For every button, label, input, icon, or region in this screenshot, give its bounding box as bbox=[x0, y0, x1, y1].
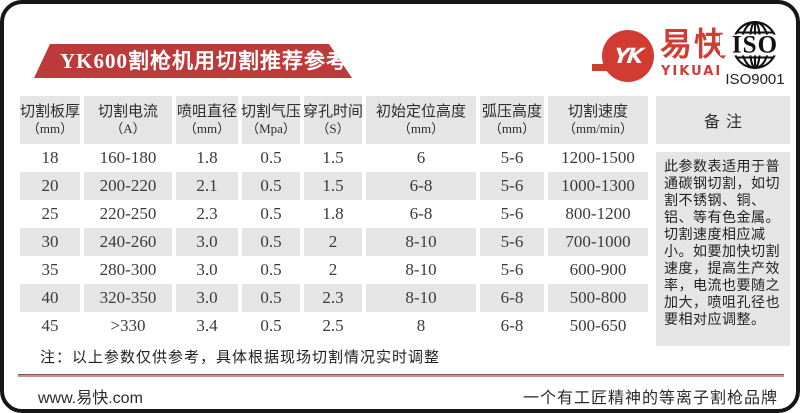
col-header-name: 弧压高度 bbox=[481, 104, 542, 120]
table-cell: 18 bbox=[41, 148, 59, 167]
logo-dash bbox=[592, 64, 608, 71]
table-cell: 25 bbox=[41, 204, 59, 223]
table-cell: 3.0 bbox=[196, 260, 218, 279]
table-cell: 200-220 bbox=[84, 172, 172, 200]
table-cell: 0.5 bbox=[242, 172, 300, 200]
table-cell: 0.5 bbox=[260, 316, 282, 335]
col-header-unit: （mm/min） bbox=[562, 121, 634, 136]
col-header-initial-height: 初始定位高度 （mm） bbox=[366, 96, 476, 144]
table-cell: 6-8 bbox=[409, 204, 433, 223]
col-header-name: 切割气压 bbox=[241, 104, 302, 120]
table-cell: 0.5 bbox=[260, 148, 282, 167]
table-cell: 0.5 bbox=[260, 204, 282, 223]
table-cell: 500-800 bbox=[548, 284, 648, 312]
table-cell: 6-8 bbox=[500, 316, 524, 335]
table-cell: 6 bbox=[416, 148, 426, 167]
col-header-current: 切割电流 （A） bbox=[84, 96, 172, 144]
table-cell: 3.4 bbox=[196, 316, 218, 335]
col-header-remarks: 备注 bbox=[656, 96, 790, 144]
table-cell: 35 bbox=[41, 260, 59, 279]
parameter-table: 切割板厚 （mm） 切割电流 （A） 喷咀直径 （mm） 切割气压 （Mpa） … bbox=[20, 96, 648, 340]
table-cell: 1.5 bbox=[322, 148, 344, 167]
brand-logo: YK 易快 YIKUAI bbox=[592, 26, 792, 90]
table-cell: 3.0 bbox=[176, 228, 238, 256]
table-cell: 700-1000 bbox=[548, 228, 648, 256]
table-cell: 3.0 bbox=[176, 284, 238, 312]
table-cell: 6-8 bbox=[366, 172, 476, 200]
iso-globe-icon: ISO bbox=[719, 21, 791, 69]
table-cell: 5-6 bbox=[500, 148, 524, 167]
brand-name-en: YIKUAI bbox=[661, 64, 723, 79]
col-header-name: 切割速度 bbox=[567, 104, 628, 120]
col-header-unit: （Mpa） bbox=[246, 121, 296, 136]
table-cell: 500-650 bbox=[569, 316, 627, 335]
footer-website: www.易快.com bbox=[38, 390, 143, 407]
col-header-unit: （mm） bbox=[488, 121, 536, 136]
table-cell: 2 bbox=[328, 260, 338, 279]
iso-label: ISO bbox=[732, 31, 778, 58]
brand-logo-monogram: YK bbox=[602, 30, 654, 82]
col-header-unit: （mm） bbox=[397, 121, 445, 136]
footer-divider bbox=[18, 374, 784, 377]
table-cell: 5-6 bbox=[480, 228, 544, 256]
col-header-name: 穿孔时间 bbox=[303, 104, 364, 120]
col-header-cut-speed: 切割速度 （mm/min） bbox=[548, 96, 648, 144]
table-footnote: 注：以上参数仅供参考，具体根据现场切割情况实时调整 bbox=[40, 350, 441, 366]
remarks-text: 此参数表适用于普通碳钢切割，如切割不锈钢、铜、铝、等有色金属。切割速度相应减小。… bbox=[656, 152, 790, 346]
table-cell: 45 bbox=[41, 316, 59, 335]
table-cell: 0.5 bbox=[242, 284, 300, 312]
table-cell: 5-6 bbox=[500, 204, 524, 223]
table-cell: 8 bbox=[416, 316, 426, 335]
table-cell: 8-10 bbox=[366, 284, 476, 312]
table-cell: 0.5 bbox=[242, 228, 300, 256]
col-header-board-thickness: 切割板厚 （mm） bbox=[20, 96, 80, 144]
col-header-name: 切割电流 bbox=[97, 104, 158, 120]
table-cell: 2 bbox=[304, 228, 362, 256]
table-cell: 280-300 bbox=[99, 260, 157, 279]
table-cell: 1.5 bbox=[304, 172, 362, 200]
table-cell: 1.8 bbox=[196, 148, 218, 167]
table-cell: >330 bbox=[110, 316, 146, 335]
col-header-unit: （A） bbox=[110, 121, 146, 136]
footer-slogan: 一个有工匠精神的等离子割枪品牌 bbox=[522, 390, 778, 407]
table-cell: 1200-1500 bbox=[561, 148, 635, 167]
col-header-unit: （mm） bbox=[26, 121, 74, 136]
table-cell: 1.8 bbox=[322, 204, 344, 223]
table-cell: 0.5 bbox=[260, 260, 282, 279]
col-header-arc-height: 弧压高度 （mm） bbox=[480, 96, 544, 144]
table-cell: 2.5 bbox=[322, 316, 344, 335]
page-title: YK600割枪机用切割推荐参考表 bbox=[34, 44, 352, 78]
brand-name-cn: 易快 bbox=[660, 25, 729, 63]
col-header-gas-pressure: 切割气压 （Mpa） bbox=[241, 96, 302, 144]
col-header-nozzle-diameter: 喷咀直径 （mm） bbox=[176, 96, 238, 144]
table-cell: 8-10 bbox=[405, 260, 437, 279]
col-header-name: 喷咀直径 bbox=[176, 104, 237, 120]
monogram-text: YK bbox=[612, 44, 644, 68]
table-cell: 2.3 bbox=[196, 204, 218, 223]
table-cell: 220-250 bbox=[99, 204, 157, 223]
iso-cert-number: ISO9001 bbox=[725, 71, 785, 88]
table-cell: 5-6 bbox=[500, 260, 524, 279]
table-cell: 160-180 bbox=[99, 148, 157, 167]
table-cell: 320-350 bbox=[84, 284, 172, 312]
col-header-name: 切割板厚 bbox=[20, 104, 81, 120]
col-header-unit: （S） bbox=[316, 121, 350, 136]
col-header-name: 初始定位高度 bbox=[375, 104, 466, 120]
table-cell: 20 bbox=[20, 172, 80, 200]
table-cell: 5-6 bbox=[480, 172, 544, 200]
table-cell: 8-10 bbox=[366, 228, 476, 256]
table-cell: 1000-1300 bbox=[548, 172, 648, 200]
table-cell: 800-1200 bbox=[565, 204, 631, 223]
col-header-pierce-time: 穿孔时间 （S） bbox=[303, 96, 364, 144]
table-cell: 2.1 bbox=[176, 172, 238, 200]
table-cell: 6-8 bbox=[480, 284, 544, 312]
iso-badge: ISO ISO9001 bbox=[716, 20, 794, 88]
col-header-unit: （mm） bbox=[183, 121, 231, 136]
table-cell: 30 bbox=[20, 228, 80, 256]
table-cell: 2.3 bbox=[304, 284, 362, 312]
table-cell: 240-260 bbox=[84, 228, 172, 256]
table-cell: 600-900 bbox=[569, 260, 627, 279]
table-cell: 40 bbox=[20, 284, 80, 312]
